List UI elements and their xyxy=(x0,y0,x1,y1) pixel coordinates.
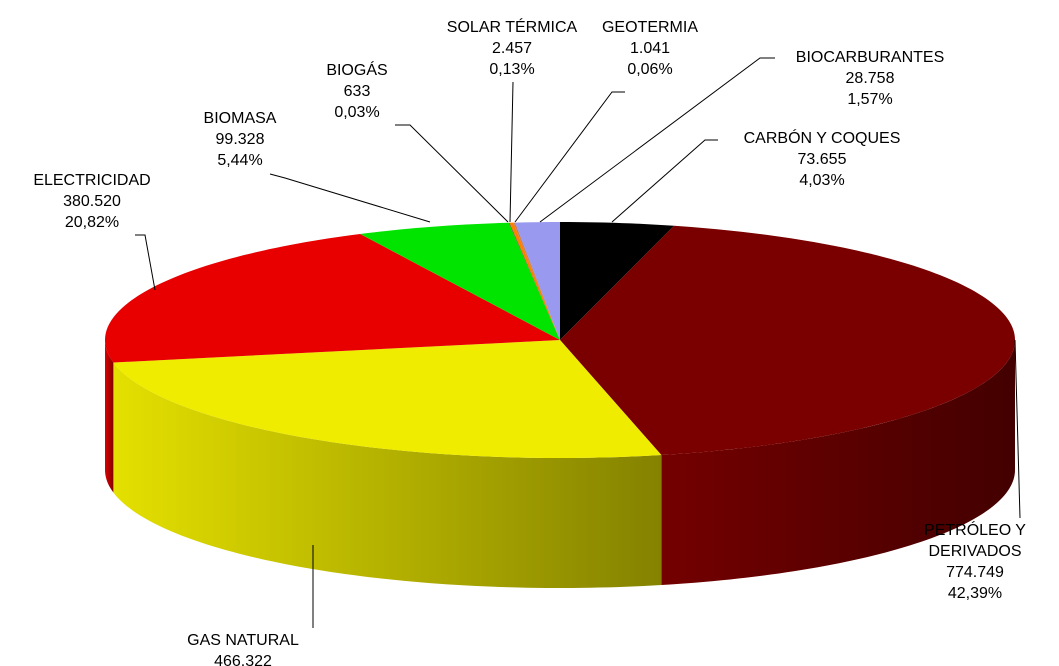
data-label: BIOMASA 99.328 5,44% xyxy=(150,108,330,171)
value-label: 1.041 xyxy=(629,40,671,57)
data-label: GEOTERMIA 1.041 0,06% xyxy=(560,17,740,80)
category-label: BIOGÁS xyxy=(326,62,388,79)
category-label: ELECTRICIDAD xyxy=(33,172,151,189)
value-label: 380.520 xyxy=(63,193,121,210)
value-label: 633 xyxy=(343,83,371,100)
percent-label: 42,39% xyxy=(947,585,1003,602)
percent-label: 0,03% xyxy=(334,104,380,121)
leader-line xyxy=(135,234,156,291)
data-label: CARBÓN Y COQUES 73.655 4,03% xyxy=(732,128,912,191)
slice xyxy=(560,222,674,340)
slice xyxy=(360,222,560,340)
category-label: BIOCARBURANTES xyxy=(795,49,945,66)
percent-label: 0,06% xyxy=(627,61,673,78)
leader-line xyxy=(611,139,718,223)
value-label: 2.457 xyxy=(491,40,533,57)
slice-side xyxy=(661,340,1015,586)
data-label: SOLAR TÉRMICA 2.457 0,13% xyxy=(422,17,602,80)
leader-line xyxy=(539,57,775,223)
slice xyxy=(513,222,560,340)
value-label: 73.655 xyxy=(797,151,847,168)
leader-line xyxy=(395,124,509,223)
data-label: ELECTRICIDAD 380.520 20,82% xyxy=(2,170,182,233)
category-label: SOLAR TÉRMICA xyxy=(446,19,578,36)
slice-side xyxy=(113,362,662,588)
slice xyxy=(105,233,560,363)
data-label: BIOGÁS 633 0,03% xyxy=(267,60,447,123)
data-label: BIOCARBURANTES 28.758 1,57% xyxy=(780,47,960,110)
category-label: BIOMASA xyxy=(203,110,277,127)
leader-line xyxy=(514,91,625,223)
percent-label: 5,44% xyxy=(217,152,263,169)
slice xyxy=(509,222,560,340)
percent-label: 4,03% xyxy=(799,172,845,189)
percent-label: 1,57% xyxy=(847,91,893,108)
slice-side xyxy=(105,340,114,493)
percent-label: 20,82% xyxy=(64,214,120,231)
slice xyxy=(113,340,662,458)
category-label: GEOTERMIA xyxy=(601,19,698,36)
data-label: PETRÓLEO Y DERIVADOS 774.749 42,39% xyxy=(920,520,1030,604)
category-label: PETRÓLEO Y DERIVADOS xyxy=(924,522,1026,560)
leader-line xyxy=(269,173,431,223)
value-label: 774.749 xyxy=(946,564,1004,581)
category-label: GAS NATURAL xyxy=(187,632,299,649)
percent-label: 0,13% xyxy=(489,61,535,78)
slice xyxy=(515,222,560,340)
leader-line xyxy=(1014,339,1021,519)
value-label: 99.328 xyxy=(215,131,265,148)
slice xyxy=(560,225,1015,456)
category-label: CARBÓN Y COQUES xyxy=(743,130,901,147)
slice xyxy=(508,222,560,340)
value-label: 28.758 xyxy=(845,70,895,87)
leader-line xyxy=(509,81,514,223)
value-label: 466.322 xyxy=(214,653,272,666)
